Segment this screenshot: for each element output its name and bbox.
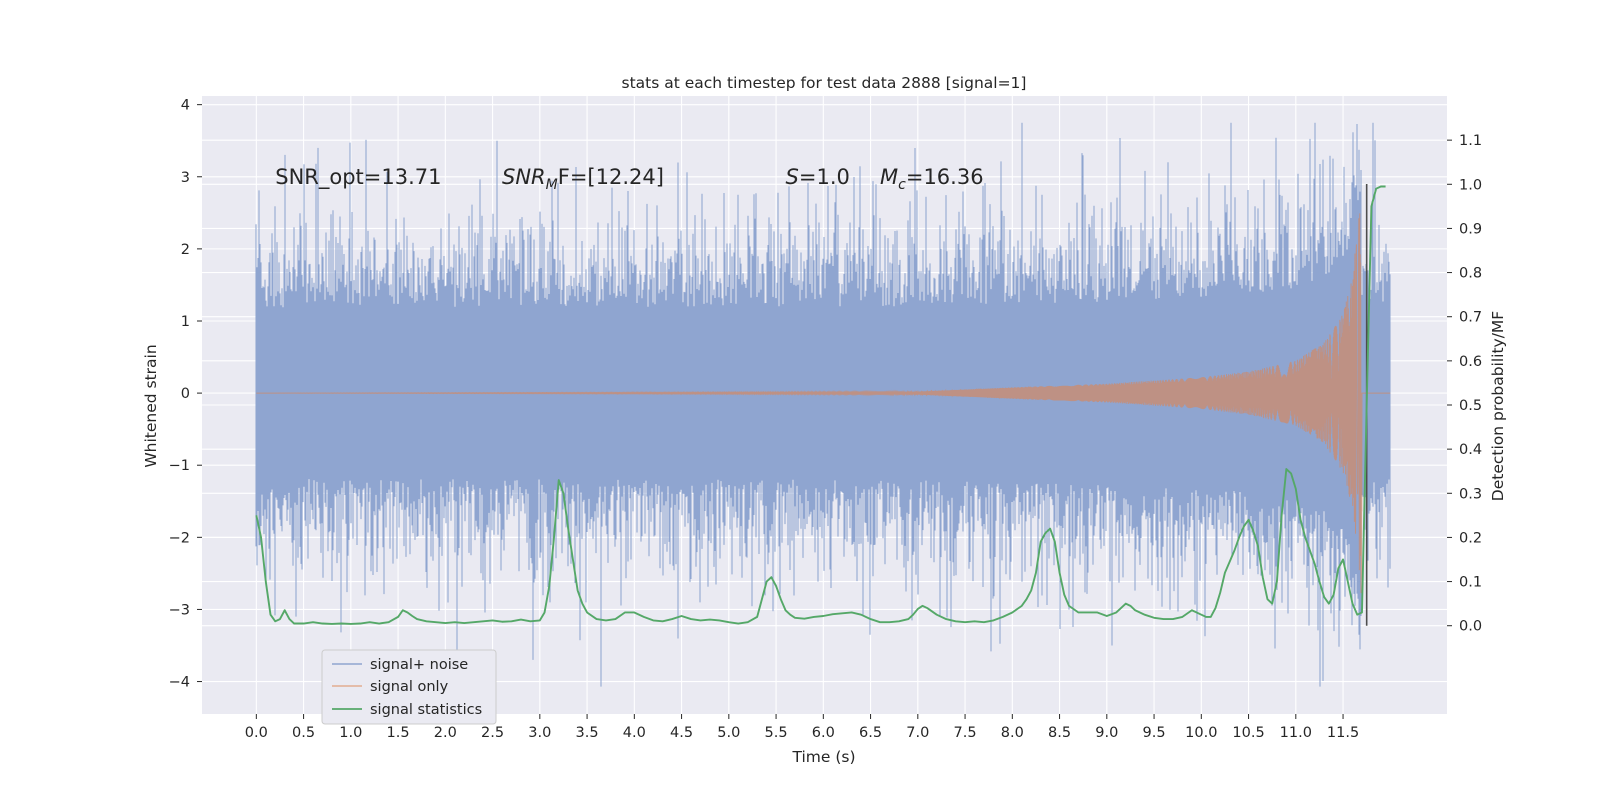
- y-tick-label: −4: [169, 675, 190, 691]
- y-tick-label: 2: [181, 242, 190, 258]
- x-tick-label: 4.0: [623, 725, 646, 741]
- annotation-3: Mc=16.36: [880, 165, 984, 193]
- y2-tick-label: 0.1: [1459, 575, 1482, 591]
- x-tick-label: 11.5: [1327, 725, 1359, 741]
- x-tick-label: 6.0: [812, 725, 835, 741]
- signal-noise-series: [255, 122, 1391, 687]
- y-tick-label: −3: [169, 602, 190, 618]
- legend-label-signal-only: signal only: [370, 679, 449, 695]
- y2-tick-label: 0.5: [1459, 398, 1482, 414]
- y2-tick-label: 0.0: [1459, 619, 1482, 635]
- y-axis-ticks: −4 −3 −2 −1 0 1 2 3 4: [169, 98, 202, 691]
- y2-tick-label: 0.2: [1459, 530, 1482, 546]
- x-axis-ticks: 0.0 0.5 1.0 1.5 2.0 2.5 3.0 3.5 4.0 4.5 5.0 5.5 6.0 6…: [245, 714, 1359, 741]
- y-tick-label: −2: [169, 530, 190, 546]
- y2-axis-ticks: 0.0 0.1 0.2 0.3 0.4 0.5 0.6 0.7 0.8 0.9 1.0 1.1: [1447, 133, 1482, 635]
- y2-tick-label: 0.3: [1459, 486, 1482, 502]
- x-tick-label: 2.5: [481, 725, 504, 741]
- x-tick-label: 8.5: [1048, 725, 1071, 741]
- x-tick-label: 10.0: [1185, 725, 1217, 741]
- x-tick-label: 9.0: [1095, 725, 1118, 741]
- x-tick-label: 11.0: [1280, 725, 1312, 741]
- y-tick-label: −1: [169, 458, 190, 474]
- x-tick-label: 5.5: [765, 725, 788, 741]
- legend: signal+ noise signal only signal statist…: [321, 649, 497, 725]
- y2-tick-label: 0.4: [1459, 442, 1482, 458]
- x-tick-label: 3.5: [576, 725, 599, 741]
- x-tick-label: 7.5: [954, 725, 977, 741]
- x-tick-label: 7.0: [906, 725, 929, 741]
- x-tick-label: 3.0: [528, 725, 551, 741]
- x-tick-label: 1.0: [339, 725, 362, 741]
- x-tick-label: 9.5: [1143, 725, 1166, 741]
- x-tick-label: 8.0: [1001, 725, 1024, 741]
- annotation-0: SNR_opt=13.71: [275, 165, 441, 190]
- legend-label-signal-noise: signal+ noise: [370, 657, 468, 673]
- signal-only-line: [256, 213, 1391, 594]
- x-tick-label: 6.5: [859, 725, 882, 741]
- signal-statistics-line: [255, 185, 1386, 625]
- y-tick-label: 1: [181, 314, 190, 330]
- y-tick-label: 3: [181, 170, 190, 186]
- y2-tick-label: 1.0: [1459, 177, 1482, 193]
- x-tick-label: 2.0: [434, 725, 457, 741]
- y-tick-label: 4: [181, 98, 190, 114]
- x-tick-label: 0.0: [245, 725, 268, 741]
- y2-tick-label: 0.9: [1459, 221, 1482, 237]
- legend-box: [321, 649, 497, 725]
- chart-title: stats at each timestep for test data 288…: [622, 74, 1027, 92]
- x-tick-label: 4.5: [670, 725, 693, 741]
- y2-tick-label: 0.8: [1459, 266, 1482, 282]
- x-tick-label: 0.5: [292, 725, 315, 741]
- signal-noise-line: [255, 122, 1391, 687]
- signal-statistics-series: [255, 185, 1386, 625]
- annotations: SNR_opt=13.71 SNRMF=[12.24] S=1.0 Mc=16.36: [275, 165, 983, 193]
- y-axis-label: Whitened strain: [142, 344, 160, 467]
- legend-label-signal-statistics: signal statistics: [370, 702, 482, 718]
- annotation-2: S=1.0: [786, 165, 850, 189]
- x-tick-label: 5.0: [717, 725, 740, 741]
- y2-tick-label: 0.6: [1459, 354, 1482, 370]
- y2-tick-label: 0.7: [1459, 310, 1482, 326]
- x-tick-label: 10.5: [1232, 725, 1264, 741]
- x-tick-label: 1.5: [387, 725, 410, 741]
- y2-axis-label: Detection probability/MF: [1489, 311, 1507, 502]
- y-tick-label: 0: [181, 386, 190, 402]
- x-axis-label: Time (s): [791, 748, 855, 766]
- y2-tick-label: 1.1: [1459, 133, 1482, 149]
- annotation-1: SNRMF=[12.24]: [502, 165, 664, 193]
